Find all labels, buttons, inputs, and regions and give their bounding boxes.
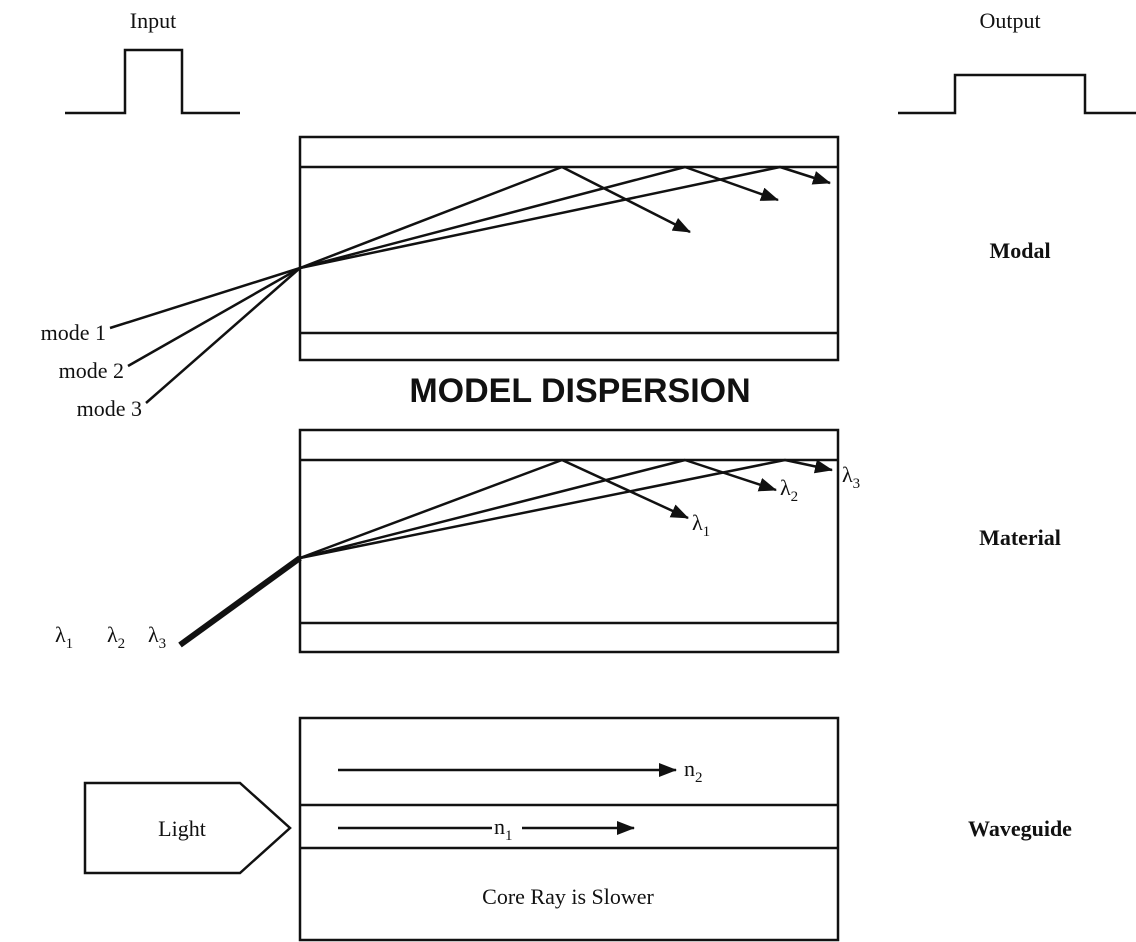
wavelength-label: λ1 [692, 510, 710, 540]
mode-label: mode 1 [41, 320, 106, 345]
wavelength-label: λ3 [148, 622, 166, 652]
mode-label: mode 3 [77, 396, 142, 421]
pulses: Input Output [65, 8, 1136, 115]
section-label: Modal [989, 238, 1050, 263]
arrow [784, 458, 833, 474]
subscript: 2 [695, 770, 703, 786]
ray [299, 458, 563, 560]
index-label: n2 [684, 756, 703, 786]
wavelength-label: λ3 [842, 462, 860, 492]
symbol: λ [842, 462, 853, 487]
subscript: 2 [118, 636, 126, 652]
mode-label: mode 2 [59, 358, 124, 383]
caption: MODEL DISPERSION [409, 372, 750, 410]
arrow [561, 165, 691, 234]
ray [299, 165, 563, 270]
light-label: Light [158, 816, 206, 841]
input-beam [178, 555, 302, 648]
output-pulse [898, 73, 1136, 115]
fiber-box [298, 135, 840, 362]
subscript: 2 [791, 489, 799, 505]
wavelength-label: λ1 [55, 622, 73, 652]
symbol: λ [148, 622, 159, 647]
light-source [83, 781, 292, 875]
arrow [684, 458, 777, 492]
arrow [779, 165, 831, 185]
ray [299, 165, 781, 270]
subscript: 1 [505, 828, 513, 844]
core-note: Core Ray is Slower [482, 884, 654, 909]
subscript: 3 [159, 636, 167, 652]
output-label: Output [979, 8, 1040, 33]
wavelength-label: λ2 [780, 475, 798, 505]
symbol: λ [692, 510, 703, 535]
ray [299, 165, 686, 270]
section-label: Material [979, 525, 1061, 550]
subscript: 1 [66, 636, 74, 652]
modal-fiber: mode 1 mode 2 mode 3 Modal [41, 135, 1051, 421]
input-pulse [65, 48, 240, 115]
mode-line [109, 266, 301, 330]
mode-line [127, 266, 301, 368]
material-fiber: λ1 λ2 λ3 λ1 λ2 λ3 Material [55, 428, 1061, 654]
arrow [684, 165, 779, 202]
waveguide-fiber: n2 n1 Core Ray is Slower Light Waveguide [83, 716, 1072, 942]
symbol: n [684, 756, 695, 781]
fiber-box [298, 428, 840, 654]
arrow [561, 458, 689, 520]
input-label: Input [130, 8, 176, 33]
section-label: Waveguide [968, 816, 1072, 841]
subscript: 1 [703, 524, 711, 540]
symbol: λ [55, 622, 66, 647]
index-label: n1 [494, 814, 513, 844]
mode-line [145, 267, 301, 404]
subscript: 3 [853, 476, 861, 492]
symbol: n [494, 814, 505, 839]
ray [299, 458, 786, 560]
symbol: λ [780, 475, 791, 500]
wavelength-label: λ2 [107, 622, 125, 652]
fiber-box [298, 716, 840, 942]
ray [299, 458, 686, 560]
symbol: λ [107, 622, 118, 647]
